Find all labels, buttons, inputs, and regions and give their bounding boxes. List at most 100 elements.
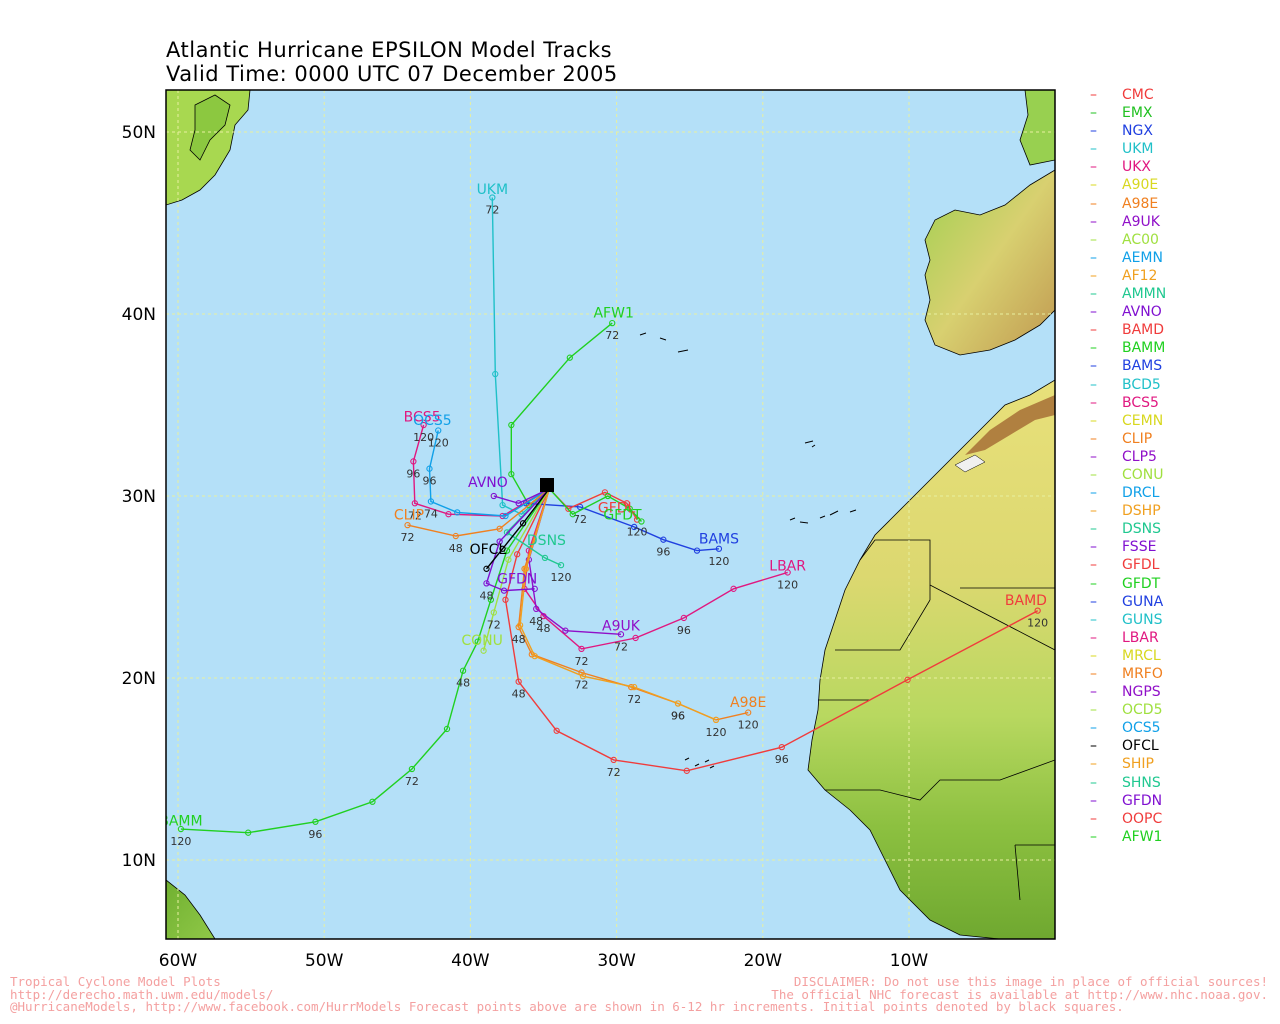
track-point: [411, 500, 418, 507]
forecast-hour-label: 72: [614, 640, 628, 653]
track-ship: 72 96 120: [516, 488, 727, 739]
forecast-hour-label: 48: [479, 589, 493, 602]
map-border: [165, 89, 1056, 940]
legend-item: – BCS5: [1090, 394, 1280, 412]
legend-item: – GUNS: [1090, 611, 1280, 629]
track-name-label: GFDT: [603, 508, 642, 524]
track-point: [531, 585, 538, 592]
forecast-hour-label: 72: [627, 693, 641, 706]
track-point: [499, 501, 506, 509]
country-borders: [818, 539, 1055, 901]
track-point: [660, 536, 667, 543]
legend-item: – NGX: [1090, 122, 1280, 140]
track-point: [410, 458, 417, 465]
track-line: [519, 488, 717, 721]
track-point: [445, 511, 452, 518]
legend-item: – GFDT: [1090, 575, 1280, 593]
legend-item: – BAMD: [1090, 321, 1280, 339]
track-name-label: LBAR: [769, 559, 806, 575]
track-point: [715, 545, 723, 552]
legend-label: NGPS: [1122, 684, 1161, 701]
legend-item: – BCD5: [1090, 376, 1280, 394]
forecast-hour-label: 120: [428, 436, 449, 449]
track-point: [531, 653, 538, 660]
legend-label: DRCL: [1122, 485, 1160, 502]
forecast-hour-label: 72: [575, 655, 589, 668]
legend-label: A98E: [1122, 195, 1159, 212]
track-name-label: OFCL: [470, 542, 507, 558]
legend-swatch: –: [1090, 267, 1097, 284]
forecast-hour-label: 96: [656, 546, 670, 559]
disclaimer-line-2: The official NHC forecast is available a…: [771, 986, 1268, 1002]
legend-item: – CONU: [1090, 466, 1280, 484]
legend-label: SHIP: [1122, 756, 1154, 773]
legend-item: – GFDN: [1090, 792, 1280, 810]
lon-tick-label: 40W: [451, 951, 490, 971]
legend-item: – OCS5: [1090, 719, 1280, 737]
track-point: [562, 627, 569, 634]
legend-item: – LBAR: [1090, 629, 1280, 647]
legend-swatch: –: [1090, 521, 1097, 538]
legend-item: – GFDL: [1090, 556, 1280, 574]
legend-item: – BAMM: [1090, 339, 1280, 357]
track-point: [515, 500, 522, 507]
forecast-hour-label: 120: [777, 578, 798, 591]
track-point: [408, 765, 416, 773]
footer-disclaimer: DISCLAIMER: Do not use this image in pla…: [771, 975, 1268, 1002]
landmass-france: [1019, 90, 1055, 166]
track-point: [483, 580, 490, 587]
track-line: [493, 488, 550, 505]
forecast-hour-label: 96: [406, 467, 420, 480]
legend-swatch: –: [1090, 666, 1097, 682]
track-name-label: AVNO: [468, 475, 508, 491]
chart-title: Atlantic Hurricane EPSILON Model Tracks …: [166, 38, 618, 86]
forecast-hour-label: 72: [408, 509, 422, 522]
legend-label: MRCL: [1122, 647, 1161, 664]
track-avno: [490, 488, 550, 507]
track-point: [569, 511, 576, 518]
track-point: [541, 554, 549, 562]
track-point: [522, 565, 530, 572]
track-point: [505, 556, 512, 563]
legend-swatch: –: [1090, 810, 1097, 827]
forecast-hour-label: 48: [449, 542, 463, 555]
footer-site-url: http://derecho.math.uwm.edu/models/: [10, 986, 274, 1002]
legend-item: – OFCL: [1090, 737, 1280, 755]
track-point: [454, 509, 461, 516]
legend-label: CONU: [1122, 466, 1164, 483]
legend-item: – OOPC: [1090, 810, 1280, 828]
forecast-hour-label: 96: [308, 828, 322, 841]
legend-label: LBAR: [1122, 629, 1159, 646]
legend-label: DSNS: [1122, 521, 1162, 538]
track-name-label: CONU: [461, 633, 503, 649]
legend-label: OFCL: [1122, 738, 1159, 755]
legend-label: AMMN: [1122, 286, 1167, 303]
forecast-hour-label: 120: [170, 835, 191, 848]
legend-item: – GUNA: [1090, 593, 1280, 611]
islands: [639, 332, 857, 769]
initial-position-marker: [540, 478, 554, 492]
forecast-hour-label: 96: [671, 709, 685, 722]
legend-swatch: –: [1090, 485, 1097, 502]
track-line: [485, 488, 550, 570]
track-name-label: CLIP: [394, 508, 424, 524]
legend-item: – DSNS: [1090, 520, 1280, 538]
landmass-atlas-snow: [954, 454, 986, 473]
track-point: [683, 767, 690, 774]
legend-swatch: –: [1090, 394, 1097, 411]
forecast-hour-label: 48: [537, 622, 551, 635]
legend-swatch: –: [1090, 702, 1097, 719]
track-point: [435, 427, 442, 434]
forecast-hour-label: 120: [1027, 617, 1048, 630]
track-point: [496, 525, 503, 532]
track-point: [626, 505, 633, 512]
forecast-hour-label: 120: [738, 719, 759, 732]
track-bcs5: 72 96 120: [406, 421, 550, 522]
legend-item: – AFW1: [1090, 828, 1280, 846]
forecast-hour-label: 48: [512, 633, 526, 646]
track-conu: 72: [480, 488, 550, 654]
legend-swatch: –: [1090, 249, 1097, 266]
legend-label: OCD5: [1122, 702, 1163, 719]
track-point: [533, 605, 540, 612]
